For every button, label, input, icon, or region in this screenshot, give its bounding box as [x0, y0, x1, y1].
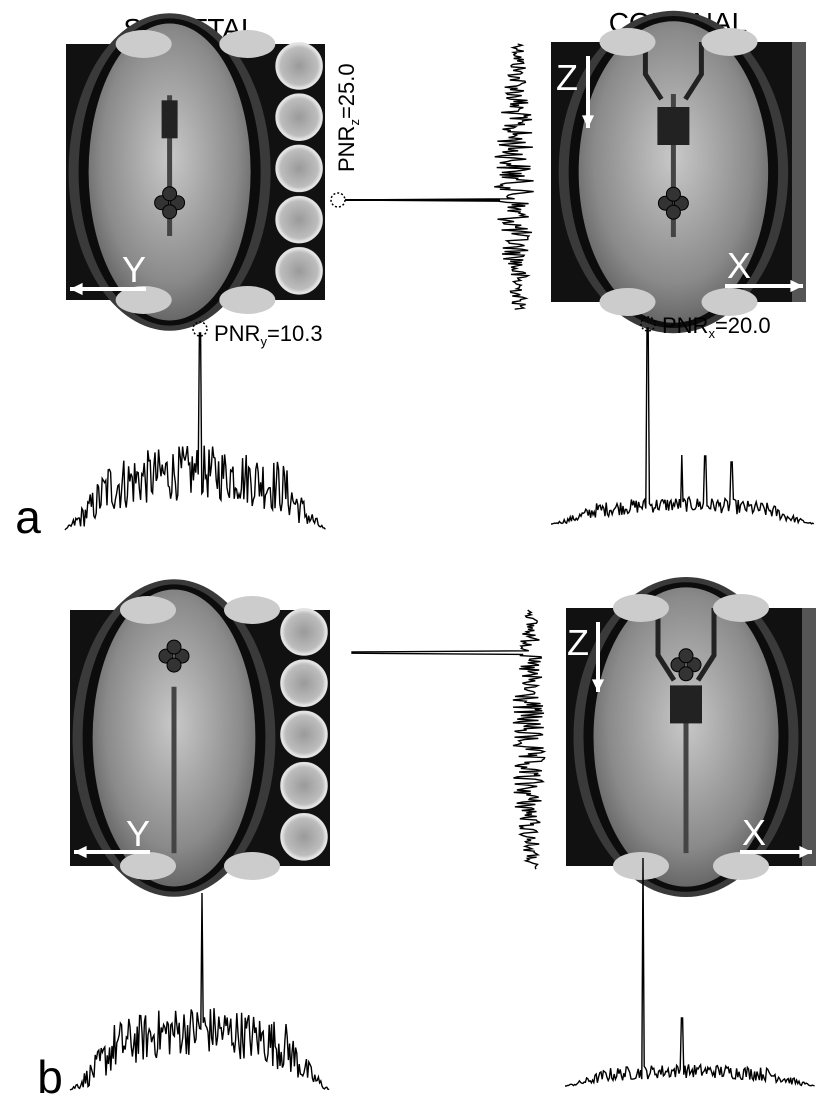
panel-label: b — [37, 1051, 63, 1097]
x-axis-label: X — [742, 812, 766, 853]
figure: SAGITTAL CORONAL a b YZXYZX PNRz=25.0 PN… — [0, 0, 816, 1097]
edge-bubble — [613, 594, 669, 622]
edge-bubble — [120, 852, 176, 880]
layers: Y Z X Y Z X — [65, 11, 816, 1090]
holder-block — [162, 100, 178, 138]
marker — [666, 187, 680, 201]
holder-block — [670, 685, 702, 723]
noise-profile — [70, 893, 329, 1090]
edge-bubble — [219, 286, 275, 314]
edge-bubble — [600, 288, 656, 316]
bubble — [276, 145, 323, 192]
bubble — [276, 43, 323, 90]
pnr-z-label: PNRz=25.0 — [334, 63, 362, 172]
edge-bubble — [702, 288, 758, 316]
edge-bubble — [116, 30, 172, 58]
noise-profile — [345, 44, 534, 309]
pnr-value: =20.0 — [715, 313, 771, 338]
pnr-value: =25.0 — [334, 63, 359, 119]
bubble — [276, 248, 323, 295]
bubble — [281, 609, 328, 656]
pnr-x-label: PNRx=20.0 — [662, 313, 771, 341]
pnr-prefix: PNR — [662, 313, 708, 338]
edge-bubble — [713, 594, 769, 622]
peak-marker — [331, 193, 345, 207]
noise-profile — [551, 328, 814, 524]
marker — [167, 640, 181, 654]
marker — [163, 187, 177, 201]
x-axis-label: X — [727, 245, 751, 286]
bubble — [281, 711, 328, 758]
edge-bubble — [600, 28, 656, 56]
edge-bubble — [613, 852, 669, 880]
marker — [666, 205, 680, 219]
bubble — [281, 814, 328, 861]
y-axis-label: Y — [122, 249, 146, 290]
noise-profile — [352, 610, 545, 869]
pnr-prefix: PNR — [214, 321, 260, 346]
z-axis-label: Z — [567, 622, 589, 663]
edge-bubble — [224, 852, 280, 880]
marker — [679, 667, 693, 681]
pnr-y-label: PNRy=10.3 — [214, 321, 323, 349]
holder-block — [657, 107, 689, 145]
pnr-prefix: PNR — [334, 126, 359, 172]
bubble — [281, 762, 328, 809]
coronal-image — [566, 577, 816, 897]
side-band — [792, 42, 806, 302]
edge-bubble — [224, 596, 280, 624]
sagittal-image — [70, 579, 330, 896]
side-band — [802, 608, 816, 866]
bubble — [276, 94, 323, 141]
edge-bubble — [219, 30, 275, 58]
noise-profile — [65, 333, 325, 530]
panel-label: a — [15, 491, 41, 543]
marker — [679, 649, 693, 663]
marker — [167, 658, 181, 672]
z-axis-label: Z — [556, 57, 578, 98]
bubble — [281, 660, 328, 707]
bubble — [276, 196, 323, 243]
edge-bubble — [120, 596, 176, 624]
marker — [163, 205, 177, 219]
sagittal-image — [66, 13, 325, 330]
y-axis-label: Y — [126, 813, 150, 854]
edge-bubble — [713, 852, 769, 880]
edge-bubble — [702, 28, 758, 56]
pnr-value: =10.3 — [267, 321, 323, 346]
